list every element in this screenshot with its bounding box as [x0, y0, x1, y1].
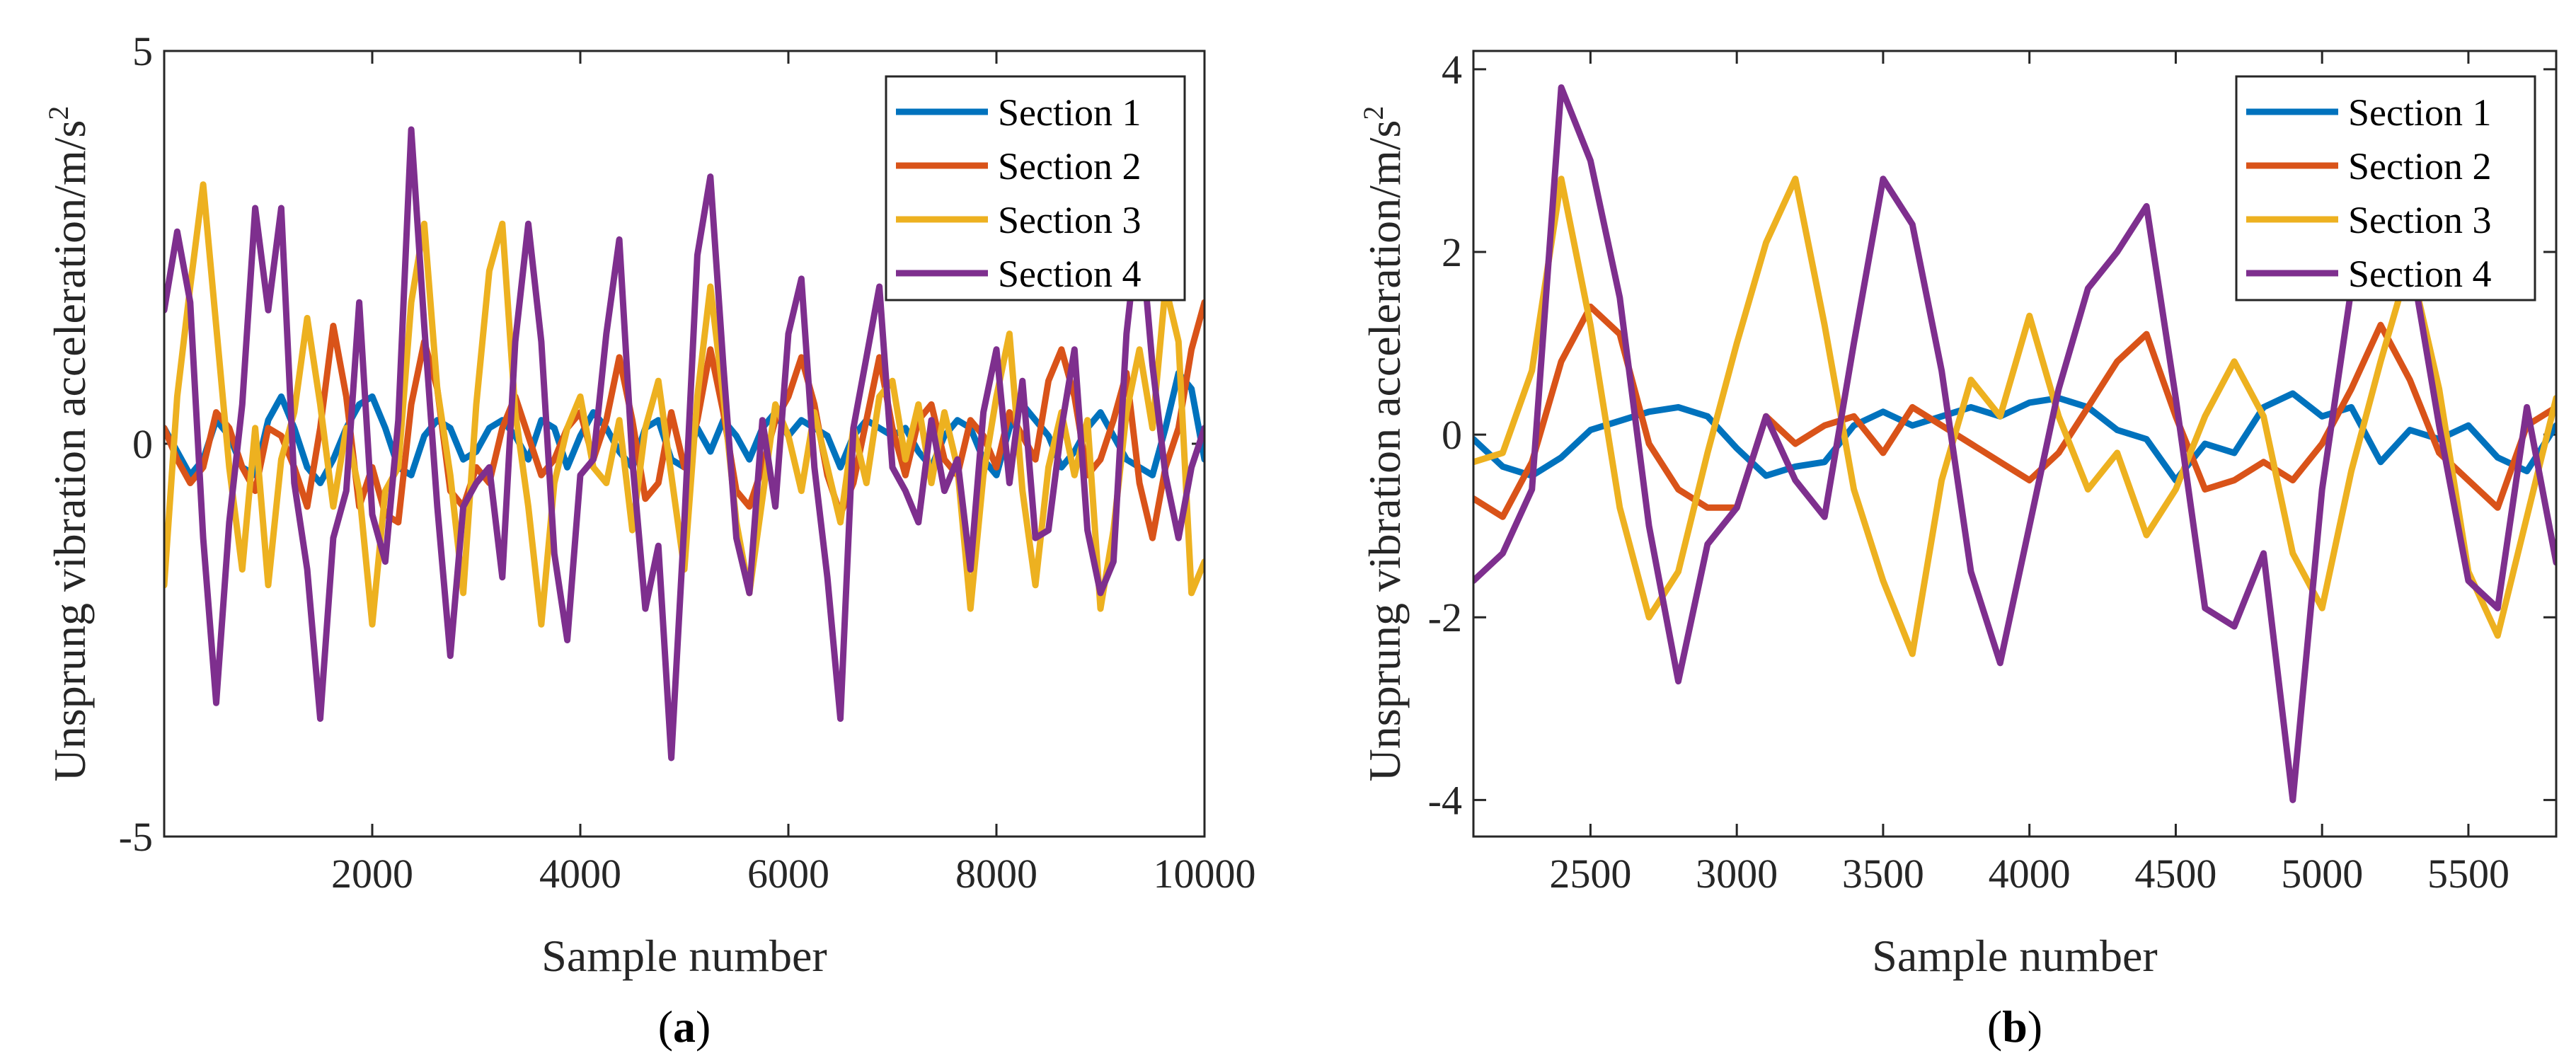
x-tick-label-b: 3500 [1842, 851, 1924, 897]
tick-labels-b: 2500 3000 3500 4000 4500 5000 5500 -4 -2 0 2 4 [1428, 47, 2509, 897]
x-tick-label-b: 4500 [2134, 851, 2216, 897]
series-line-a-section-4 [164, 126, 1204, 762]
y-tick-label-b: 0 [1442, 412, 1462, 458]
x-tick-label-a: 10000 [1154, 851, 1256, 897]
series-line-b-section-2 [1473, 303, 2556, 520]
legend-label-b-3: Section 3 [2348, 199, 2491, 241]
legend-a: Section 1 Section 2 Section 3 Section 4 [885, 75, 1186, 301]
x-tick-label-b: 5500 [2427, 851, 2509, 897]
panel-caption-b-letter: b [2002, 1001, 2028, 1052]
legend-b: Section 1 Section 2 Section 3 Section 4 [2235, 75, 2536, 301]
x-tick-label-a: 6000 [747, 851, 829, 897]
legend-label-a-1: Section 1 [998, 91, 1141, 134]
legend-label-a-2: Section 2 [998, 145, 1141, 188]
y-axis-label-a: Unsprung vibration acceleration/m/s2 [42, 106, 95, 782]
y-tick-label-b: 4 [1442, 47, 1462, 93]
series-line-b-section-3 [1473, 176, 2556, 657]
x-axis-label-b: Sample number [1872, 931, 2157, 981]
y-tick-label-b: -2 [1428, 594, 1462, 640]
tick-labels-a: 2000 4000 6000 8000 10000 -5 0 5 [119, 28, 1256, 897]
panel-caption-b: (b) [1987, 1001, 2042, 1052]
series-line-b-section-1 [1473, 390, 2556, 484]
x-axis-label-a: Sample number [541, 931, 827, 981]
axes-box-b [1472, 50, 2558, 838]
y-tick-label-b: 2 [1442, 229, 1462, 275]
ticks-b [1473, 51, 2556, 837]
legend-label-a-4: Section 4 [998, 253, 1141, 295]
panel-a: 2000 4000 6000 8000 10000 -5 0 5 Section 1 Sect… [42, 28, 1256, 1052]
y-tick-label-a: 0 [132, 421, 153, 467]
panel-b: 2500 3000 3500 4000 4500 5000 5500 -4 -2 0 2 4 Sect… [1357, 47, 2558, 1052]
legend-label-b-4: Section 4 [2348, 253, 2491, 295]
x-tick-label-a: 4000 [539, 851, 621, 897]
y-tick-label-a: 5 [132, 28, 153, 74]
panel-caption-a: (a) [658, 1001, 711, 1052]
axes-box-a [163, 50, 1206, 838]
x-tick-label-a: 2000 [331, 851, 413, 897]
x-tick-label-b: 4000 [1989, 851, 2071, 897]
legend-label-a-3: Section 3 [998, 199, 1141, 241]
y-axis-label-a-text: Unsprung vibration acceleration/m/s [45, 120, 95, 782]
legend-label-b-2: Section 2 [2348, 145, 2491, 188]
y-axis-label-b: Unsprung vibration acceleration/m/s2 [1357, 106, 1410, 782]
x-tick-label-a: 8000 [955, 851, 1037, 897]
panel-caption-a-letter: a [673, 1001, 696, 1052]
y-tick-label-b: -4 [1428, 777, 1462, 823]
y-axis-label-b-superscript: 2 [1357, 106, 1389, 120]
x-tick-label-b: 5000 [2281, 851, 2363, 897]
y-tick-label-a: -5 [119, 814, 153, 860]
series-group-a [164, 126, 1204, 762]
legend-label-b-1: Section 1 [2348, 91, 2491, 134]
y-axis-label-a-superscript: 2 [42, 106, 74, 120]
y-axis-label-b-text: Unsprung vibration acceleration/m/s [1359, 120, 1410, 782]
x-tick-label-b: 3000 [1696, 851, 1778, 897]
x-tick-label-b: 2500 [1549, 851, 1631, 897]
